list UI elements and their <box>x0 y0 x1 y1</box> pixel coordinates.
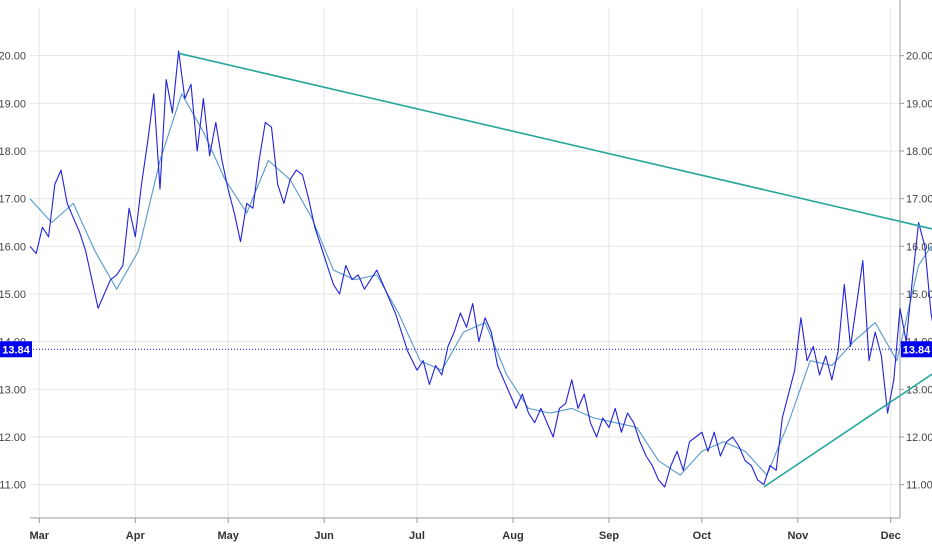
y-tick-label-left: 18.00 <box>0 146 26 158</box>
x-tick-label: Mar <box>30 530 50 542</box>
current-value-badge-left <box>0 341 32 358</box>
y-tick-label-left: 11.00 <box>0 480 26 492</box>
y-tick-label-left: 16.00 <box>0 241 26 253</box>
x-tick-label: Aug <box>502 530 523 542</box>
current-value-label-right: 13.84 <box>903 344 931 356</box>
x-tick-label: Sep <box>599 530 619 542</box>
y-tick-label-left: 20.00 <box>0 51 26 63</box>
x-tick-label: Jun <box>314 530 334 542</box>
current-value-marker: 13.84 13.84 <box>0 341 932 358</box>
y-axis-left: 11.0012.0013.0014.0015.0016.0017.0018.00… <box>0 51 26 492</box>
x-tick-label: Nov <box>787 530 809 542</box>
series-line-trendline-upper <box>178 52 932 230</box>
axis-frame <box>30 0 904 523</box>
y-axis-right: 11.0012.0013.0014.0015.0016.0017.0018.00… <box>906 51 932 492</box>
y-tick-label-right: 18.00 <box>906 146 932 158</box>
x-tick-label: May <box>217 530 239 542</box>
x-tick-label: Dec <box>881 530 901 542</box>
y-tick-label-left: 15.00 <box>0 289 26 301</box>
x-tick-label: Oct <box>693 530 712 542</box>
y-tick-label-left: 17.00 <box>0 194 26 206</box>
x-axis: Mar Apr May Jun Jul Aug Sep Oct Nov Dec <box>30 530 901 542</box>
x-tick-label: Jul <box>409 530 425 542</box>
x-tick-label: Apr <box>126 530 146 542</box>
series-line-trendline-lower <box>763 373 932 488</box>
y-tick-label-right: 19.00 <box>906 98 932 110</box>
y-tick-label-right: 12.00 <box>906 432 932 444</box>
y-tick-label-right: 17.00 <box>906 194 932 206</box>
y-tick-label-left: 12.00 <box>0 432 26 444</box>
y-tick-label-left: 19.00 <box>0 98 26 110</box>
y-tick-label-right: 11.00 <box>906 480 932 492</box>
series <box>29 50 932 488</box>
current-value-label-left: 13.84 <box>2 344 30 356</box>
grid <box>30 8 900 518</box>
y-tick-label-right: 20.00 <box>906 51 932 63</box>
series-line-price <box>29 50 932 488</box>
current-value-badge-right <box>901 341 932 358</box>
y-tick-label-left: 13.00 <box>0 384 26 396</box>
y-tick-label-right: 13.00 <box>906 384 932 396</box>
